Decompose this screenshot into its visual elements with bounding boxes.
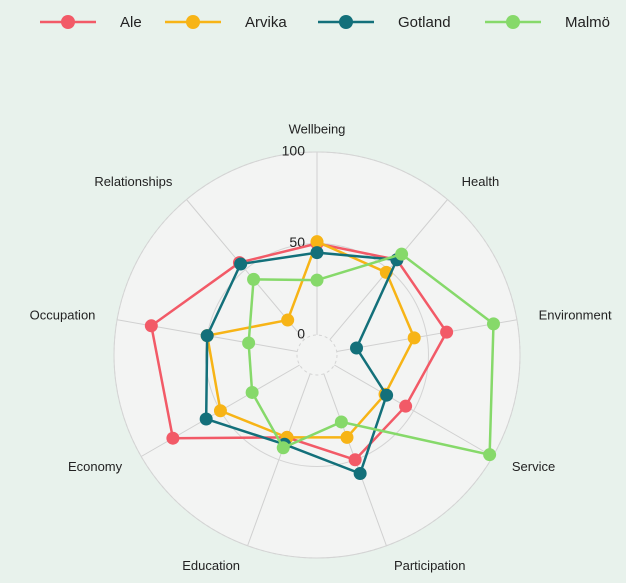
point — [245, 385, 259, 399]
axis-label: Education — [182, 558, 240, 573]
point — [350, 341, 364, 355]
point — [247, 272, 261, 286]
legend-marker — [186, 15, 200, 29]
point — [310, 273, 324, 287]
series-line — [247, 252, 495, 457]
point — [234, 257, 248, 271]
legend-label: Ale — [120, 14, 142, 31]
point — [348, 453, 362, 467]
axis-label: Service — [512, 459, 555, 474]
grid-circle — [296, 334, 338, 376]
axis-label: Health — [462, 174, 500, 189]
point — [353, 467, 367, 481]
legend-marker — [506, 15, 520, 29]
series-line — [149, 242, 449, 462]
point — [199, 412, 213, 426]
point — [334, 415, 348, 429]
legend-marker — [339, 15, 353, 29]
legend-marker — [61, 15, 75, 29]
point — [399, 399, 413, 413]
axis-label: Participation — [394, 558, 466, 573]
point — [276, 441, 290, 455]
legend-label: Arvika — [245, 14, 287, 31]
series-line — [205, 239, 416, 439]
point — [395, 247, 409, 261]
point — [440, 325, 454, 339]
axis-label: Wellbeing — [289, 121, 346, 136]
point — [380, 388, 394, 402]
axis-label: Economy — [68, 459, 123, 474]
y-tick-label: 100 — [282, 143, 306, 159]
point — [200, 329, 214, 343]
point — [281, 313, 295, 327]
axis-label: Occupation — [30, 307, 96, 322]
grid-circle — [113, 151, 521, 559]
point — [242, 336, 256, 350]
legend-label: Gotland — [398, 14, 451, 31]
point — [407, 331, 421, 345]
point — [310, 235, 324, 249]
y-tick-label: 0 — [297, 326, 305, 342]
point — [340, 430, 354, 444]
point — [310, 246, 324, 260]
point — [144, 319, 158, 333]
axis-label: Relationships — [94, 174, 173, 189]
point — [166, 431, 180, 445]
point — [483, 448, 497, 462]
point — [213, 404, 227, 418]
series-line — [204, 251, 399, 476]
point — [486, 317, 500, 331]
axis-label: Environment — [539, 307, 612, 322]
legend-label: Malmö — [565, 14, 610, 31]
